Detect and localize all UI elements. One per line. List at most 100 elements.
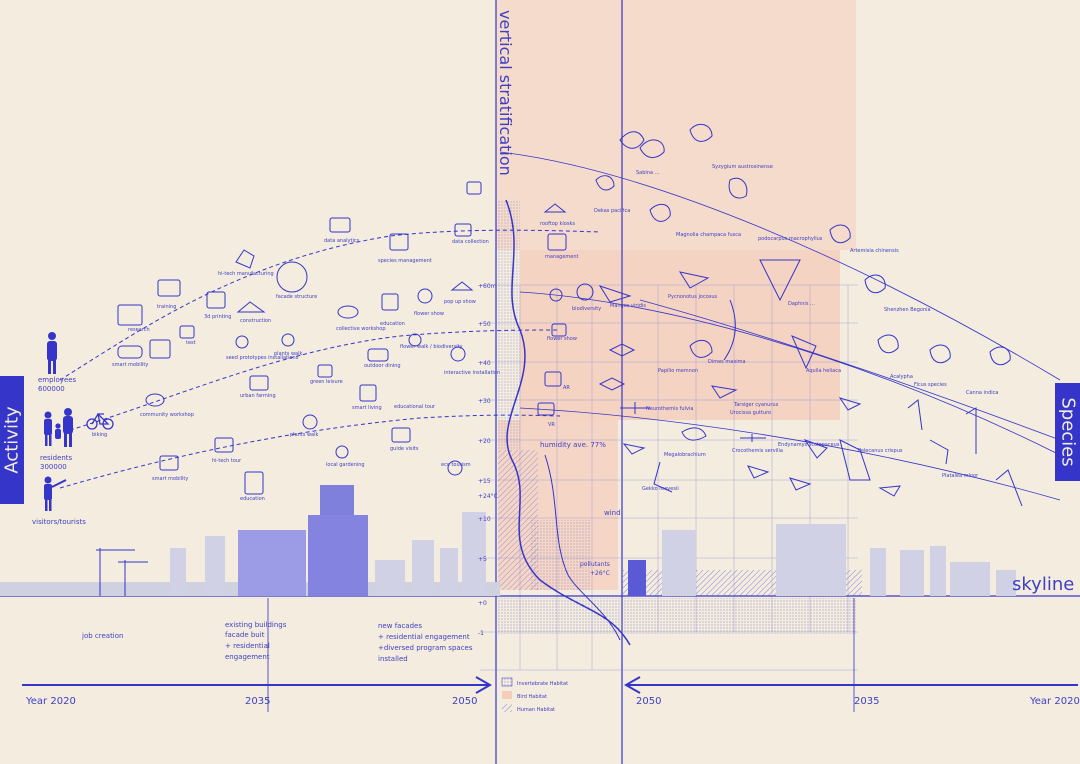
activity-label: flower walk / biodiversity — [400, 344, 463, 350]
bird-habitat-zone — [496, 0, 856, 250]
height-labels: +60m +50 +40 +30 +20 +15 +10 +5 +0 -1 — [478, 283, 497, 637]
activity-label: hi-tech tour — [212, 458, 242, 464]
activity-label: eco tourism — [441, 462, 471, 468]
species-label: Species — [1057, 397, 1078, 467]
species-label: Tarsiger cyanurus — [733, 402, 779, 408]
activity-label: flower show — [547, 336, 577, 342]
activity-label: community workshop — [140, 412, 194, 418]
vertical-stratification-title: vertical stratification — [496, 10, 515, 176]
timeline-right-year-2020: Year 2020 — [1029, 696, 1080, 707]
timeline-left-2035: 2035 — [245, 696, 270, 707]
species-label: Papilio memnon — [658, 368, 698, 374]
height-label: +50 — [478, 321, 491, 328]
activity-label: seed prototypes installations — [226, 355, 299, 361]
activity-label: plants walk — [274, 351, 302, 357]
height-label: +30 — [478, 398, 491, 405]
note-line: existing buildings — [225, 621, 287, 629]
activity-label: management — [545, 254, 579, 260]
activity-label: local gardening — [326, 462, 365, 468]
activity-label: guide visits — [390, 446, 419, 452]
activity-label: facade structure — [276, 294, 317, 300]
timeline-right-arrow — [623, 598, 1078, 712]
activity-label: education — [380, 321, 405, 327]
species-label: Gekko reevesii — [642, 486, 679, 492]
activity-label: test — [186, 340, 196, 346]
activity-side-tab: Activity — [0, 376, 24, 504]
species-label: Neurothemis fulvia — [646, 406, 693, 412]
note-line: +diversed program spaces — [378, 644, 473, 652]
note-line: facade buit — [225, 631, 265, 639]
note-job-creation: job creation — [81, 632, 123, 640]
skyline-title: skyline — [1012, 574, 1074, 595]
note-line: new facades — [378, 622, 422, 630]
inner-boundary-curve — [544, 454, 621, 641]
height-label: +15 — [478, 478, 491, 485]
activity-label: AR — [563, 385, 570, 391]
height-label: -1 — [478, 630, 484, 637]
height-label: +40 — [478, 360, 491, 367]
species-drawings — [595, 123, 1023, 507]
residents-label: residents — [40, 454, 73, 462]
species-label: Aquila heliaca — [806, 368, 841, 374]
species-curves — [499, 151, 1061, 501]
bike-icon — [86, 412, 114, 430]
note-line: + residential engagement — [378, 633, 470, 641]
tourist-icon — [44, 476, 67, 511]
skyline-left — [0, 485, 500, 596]
timeline-left-year-2020: Year 2020 — [25, 696, 76, 707]
note-line: engagement — [225, 653, 270, 661]
height-label: +60m — [478, 283, 497, 290]
activity-label: data collection — [452, 239, 489, 245]
activity-label: biodiversity — [572, 306, 601, 312]
activity-label: construction — [240, 318, 271, 324]
timeline-right-2050: 2050 — [636, 696, 661, 707]
species-label: Platalea minor — [942, 473, 979, 479]
species-label: Pelecanus crispus — [858, 448, 903, 454]
activity-label: smart mobility — [112, 362, 148, 368]
activity-label: pop up show — [444, 299, 476, 305]
activity-label: species management — [378, 258, 432, 264]
species-label: Urocissa gutturo — [730, 410, 771, 416]
wind-label: wind — [604, 509, 621, 517]
bird-habitat-core — [520, 250, 840, 420]
legend-swatch-bird — [502, 691, 512, 699]
pollutant-dots — [530, 520, 590, 590]
activity-labels: data analytics data collection species m… — [92, 221, 601, 502]
height-label: +10 — [478, 516, 491, 523]
species-label: Acalypha — [890, 374, 913, 380]
species-label: Canna indica — [966, 390, 998, 396]
employees-count: 600000 — [38, 385, 65, 393]
residents-count: 300000 — [40, 463, 67, 471]
species-label: Sabina ... — [636, 170, 660, 176]
activity-label: outdoor dining — [364, 363, 401, 369]
pollutants-label: pollutants — [580, 561, 610, 568]
activity-label: biking — [92, 432, 107, 438]
person-icon — [47, 332, 57, 374]
employees-label: employees — [38, 376, 77, 384]
activity-curves — [59, 229, 601, 489]
legend-invertebrate: Invertebrate Habitat — [517, 681, 568, 687]
activity-label: VR — [548, 422, 555, 428]
species-label: Mangos viridis — [610, 303, 646, 309]
species-label: Artemisia chinensis — [850, 248, 899, 254]
legend-swatch-human — [502, 704, 512, 712]
activity-label: interactive installation — [444, 370, 500, 376]
humidity-label: humidity ave. 77% — [540, 441, 606, 449]
activity-label: data analytics — [324, 238, 360, 244]
family-icon — [44, 408, 73, 447]
activity-label: flower show — [414, 311, 444, 317]
species-label: Syzygium austrosinense — [712, 164, 773, 170]
underground-zone — [496, 598, 856, 634]
activity-label: Activity — [1, 406, 23, 474]
species-label: Crocothemis servilia — [732, 448, 783, 454]
species-label: podocarpus macrophyllus — [758, 236, 823, 242]
timeline-right-2035: 2035 — [854, 696, 879, 707]
temperature-high: +24°C — [478, 493, 498, 500]
species-label: Endynamys scolopaceus — [778, 442, 840, 448]
height-label: +0 — [478, 600, 487, 607]
invertebrate-habitat-dots — [498, 200, 520, 450]
activity-label: rooftop kiosks — [540, 221, 575, 227]
timeline-left-arrow — [22, 598, 493, 712]
activity-icons — [117, 181, 594, 495]
